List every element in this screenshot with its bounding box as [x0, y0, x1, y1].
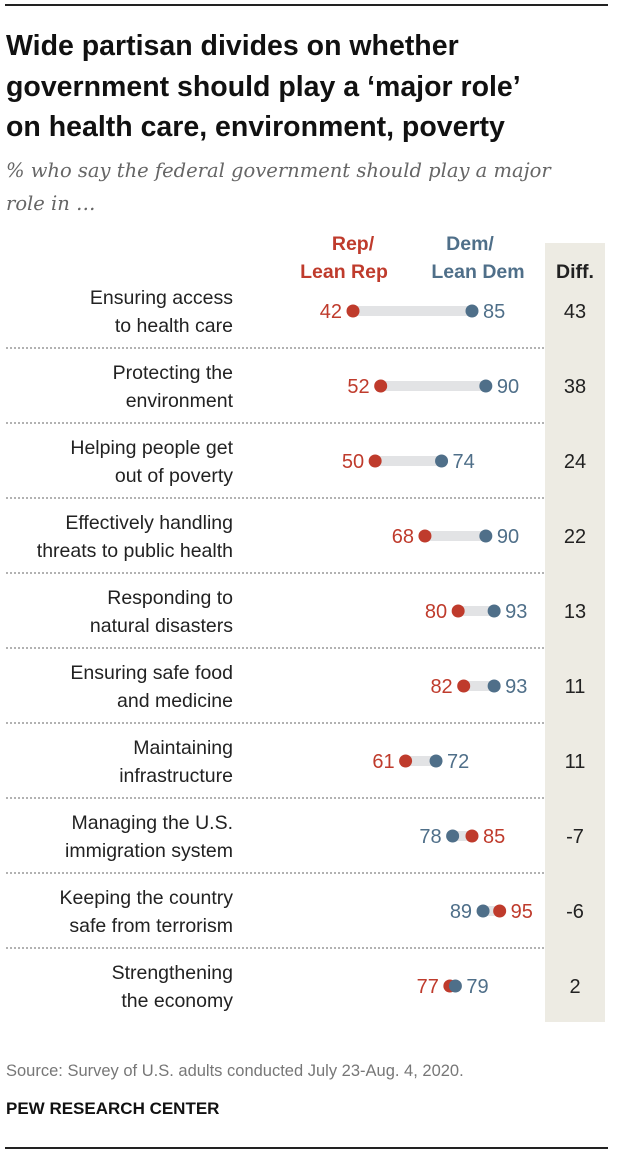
rep-dot [418, 529, 432, 543]
rep-dot [457, 679, 471, 693]
range-bar [424, 531, 486, 541]
rep-dot [368, 454, 382, 468]
diff-value: 2 [569, 976, 580, 998]
category-label-line-1: Responding to [107, 587, 233, 609]
diff-value: 13 [564, 601, 586, 623]
category-label-line-1: Effectively handling [65, 512, 233, 534]
rep-value-label: 77 [417, 976, 439, 998]
category-label-line-2: the economy [121, 990, 233, 1012]
chart-title-line-1: Wide partisan divides on whether [6, 30, 459, 62]
dem-dot [479, 379, 493, 393]
category-label-line-2: infrastructure [119, 765, 233, 787]
range-bar [463, 681, 495, 691]
category-label-line-2: environment [126, 390, 234, 412]
category-label-line-1: Strengthening [112, 962, 233, 984]
legend-dem-line-1: Dem/ [446, 233, 494, 255]
dem-dot [476, 904, 490, 918]
category-label-line-1: Managing the U.S. [71, 812, 233, 834]
category-label-line-2: safe from terrorism [69, 915, 233, 937]
category-label-line-2: and medicine [117, 690, 233, 712]
dem-dot [487, 604, 501, 618]
chart-title-line-2: government should play a ‘major role’ [6, 71, 521, 103]
rep-dot [493, 904, 507, 918]
rep-value-label: 42 [320, 301, 342, 323]
rep-value-label: 52 [347, 376, 369, 398]
dem-dot [487, 679, 501, 693]
category-label-line-1: Ensuring access [90, 287, 233, 309]
category-label-line-1: Keeping the country [60, 887, 234, 909]
rep-dot [451, 604, 465, 618]
rep-value-label: 85 [483, 826, 505, 848]
rep-value-label: 61 [372, 751, 394, 773]
category-label-line-1: Ensuring safe food [70, 662, 233, 684]
range-bar [380, 381, 486, 391]
dem-dot [429, 754, 443, 768]
legend-dem-line-2: Lean Dem [431, 261, 524, 283]
dem-dot [448, 979, 462, 993]
chart-subtitle-line-2: role in … [6, 192, 96, 215]
rep-dot [346, 304, 360, 318]
range-bar [375, 456, 442, 466]
category-label-line-2: immigration system [65, 840, 233, 862]
legend-rep-line-2: Lean Rep [300, 261, 388, 283]
category-label-line-1: Helping people get [70, 437, 233, 459]
dem-dot [465, 304, 479, 318]
diff-column-background [545, 243, 605, 1022]
dem-value-label: 93 [505, 601, 527, 623]
chart-title-line-3: on health care, environment, poverty [6, 111, 505, 143]
dem-value-label: 90 [497, 526, 519, 548]
rep-value-label: 82 [430, 676, 452, 698]
dem-value-label: 90 [497, 376, 519, 398]
diff-value: -6 [566, 901, 584, 923]
category-label-line-1: Protecting the [113, 362, 233, 384]
diff-value: 38 [564, 376, 586, 398]
category-label-line-2: to health care [115, 315, 233, 337]
dem-value-label: 74 [453, 451, 475, 473]
dem-value-label: 78 [419, 826, 441, 848]
diff-header: Diff. [556, 261, 594, 283]
category-label-line-1: Maintaining [133, 737, 233, 759]
dem-dot [446, 829, 460, 843]
dem-value-label: 85 [483, 301, 505, 323]
rep-dot [374, 379, 388, 393]
diff-value: -7 [566, 826, 584, 848]
range-bar [452, 831, 472, 841]
source-note: Source: Survey of U.S. adults conducted … [6, 1062, 464, 1080]
range-bar [405, 756, 437, 766]
rep-value-label: 68 [392, 526, 414, 548]
range-bar [483, 906, 500, 916]
rep-dot [465, 829, 479, 843]
category-label-line-2: natural disasters [90, 615, 233, 637]
diff-value: 22 [564, 526, 586, 548]
rep-value-label: 80 [425, 601, 447, 623]
diff-value: 11 [565, 751, 586, 773]
range-bar [458, 606, 495, 616]
dem-value-label: 93 [505, 676, 527, 698]
range-bar [353, 306, 472, 316]
diff-value: 11 [565, 676, 586, 698]
dem-dot [479, 529, 493, 543]
rep-value-label: 50 [342, 451, 364, 473]
diff-value: 43 [564, 301, 586, 323]
chart-subtitle-line-1: % who say the federal government should … [6, 159, 552, 182]
dem-value-label: 89 [450, 901, 472, 923]
rep-value-label: 95 [511, 901, 533, 923]
organization-name: PEW RESEARCH CENTER [6, 1099, 219, 1118]
dem-value-label: 72 [447, 751, 469, 773]
category-label-line-2: threats to public health [37, 540, 233, 562]
rep-dot [399, 754, 413, 768]
legend-rep-line-1: Rep/ [332, 233, 375, 255]
diff-value: 24 [564, 451, 586, 473]
dem-dot [435, 454, 449, 468]
category-label-line-2: out of poverty [115, 465, 233, 487]
dem-value-label: 79 [466, 976, 488, 998]
